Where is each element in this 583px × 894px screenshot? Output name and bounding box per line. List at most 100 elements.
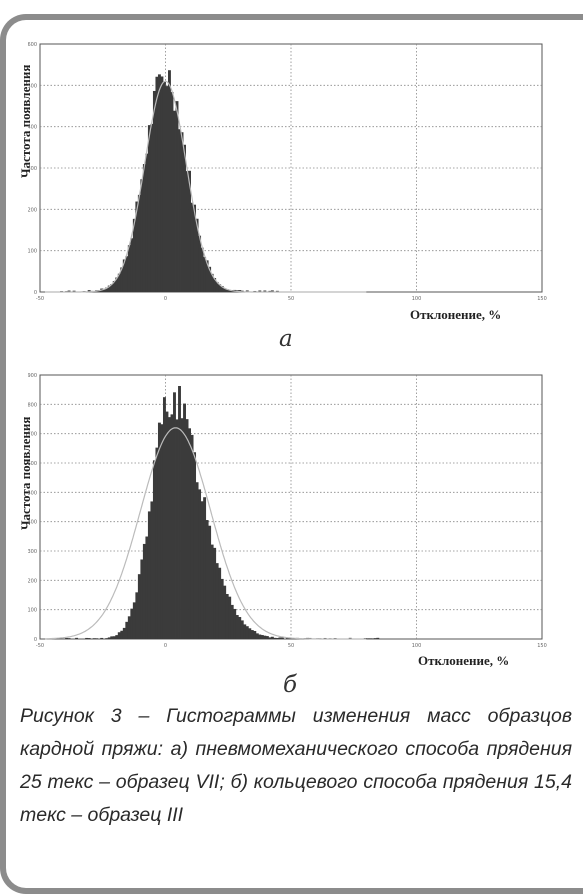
histogram-bar [215,281,219,292]
x-tick-label: -50 [36,296,44,302]
histogram-bar [175,101,179,292]
histogram-bar [170,91,174,292]
x-tick-label: 0 [164,296,167,302]
histogram-bar [180,418,184,639]
histogram-bar [137,194,141,292]
histogram-bar [107,285,111,292]
chart-a-xlabel: Отклонение, % [410,307,502,322]
y-tick-label: 0 [34,637,37,643]
histogram-bar [173,110,176,293]
y-tick-label: 600 [28,461,37,467]
histogram-bar [258,290,262,292]
histogram-bar [135,201,139,292]
histogram-bar [240,620,244,639]
histogram-bar [213,547,217,639]
histogram-bar [215,563,219,639]
histogram-bar [145,536,149,639]
x-tick-label: 150 [537,643,547,649]
histogram-bar [180,132,184,292]
histogram-bar [142,164,146,292]
histogram-bar [265,636,269,639]
y-tick-label: 100 [28,249,37,255]
histogram-bar [200,247,204,292]
y-tick-label: 200 [28,578,37,584]
histogram-bar [210,273,214,292]
histogram-bar [280,637,284,639]
histogram-bar [87,290,91,292]
histogram-bar [220,578,224,639]
x-tick-label: 0 [164,643,167,649]
histogram-bar [238,617,242,639]
histogram-bar [208,525,212,639]
histogram-bar [228,596,232,639]
histogram-bar [95,638,99,639]
histogram-bar [368,638,372,639]
histogram-bar [263,635,267,639]
x-tick-label: 150 [537,296,547,302]
histogram-bar [152,460,156,639]
histogram-bar [253,631,257,639]
y-tick-label: 700 [28,432,37,438]
histogram-bar [285,637,289,639]
histogram-bar [248,628,252,639]
histogram-bar [193,452,197,639]
histogram-bar [278,637,282,639]
histogram-bar [125,256,129,292]
histogram-bar [137,574,141,639]
y-tick-label: 100 [28,608,37,614]
histogram-bar [255,633,259,639]
histogram-bar [122,259,126,292]
histogram-bar [152,90,156,292]
histogram-bar [142,543,146,639]
histogram-bar [155,76,159,292]
histogram-bar [263,290,267,292]
histogram-bar [235,615,239,639]
histogram-bar [268,637,272,639]
histogram-bar [245,626,249,639]
histogram-bar [120,630,124,639]
histogram-bar [147,125,151,293]
histogram-bar [132,602,136,639]
panel-label-a: а [279,326,293,352]
histogram-bar [195,482,199,639]
histogram-bar [105,638,109,639]
histogram-bar [260,635,264,639]
histogram-bar [160,76,164,292]
histogram-bar [67,290,71,292]
y-tick-label: 500 [28,490,37,496]
histogram-bar [110,636,114,639]
histogram-bar [208,266,212,292]
normal-fit-curve [45,427,367,640]
histogram-bar [127,245,131,292]
histogram-bar [203,256,207,292]
histogram-bar [188,428,191,639]
histogram-bar [102,288,106,292]
y-tick-label: 400 [28,520,37,526]
histogram-bar [147,511,151,639]
x-tick-label: 100 [412,296,422,302]
histogram-bar [168,70,171,293]
histogram-bar [376,637,380,639]
histogram-bar [366,638,370,639]
y-tick-label: 800 [28,402,37,408]
histogram-bar [112,636,116,639]
y-tick-label: 400 [28,125,37,131]
histogram-bar [228,289,232,292]
histogram-bar [75,637,79,639]
histogram-bar [220,285,224,292]
histogram-bar [135,592,139,639]
histogram-bar [130,608,134,639]
y-tick-label: 300 [28,166,37,172]
histogram-bar [115,635,119,639]
histogram-bar [373,638,377,639]
histogram-bar [168,417,171,639]
histogram-bar [175,419,179,639]
histogram-bar [140,559,144,639]
y-tick-label: 600 [28,42,37,48]
histogram-bar [205,260,209,292]
plot-area [39,374,543,640]
histogram-bar [107,637,111,639]
histogram-bar [183,403,186,639]
